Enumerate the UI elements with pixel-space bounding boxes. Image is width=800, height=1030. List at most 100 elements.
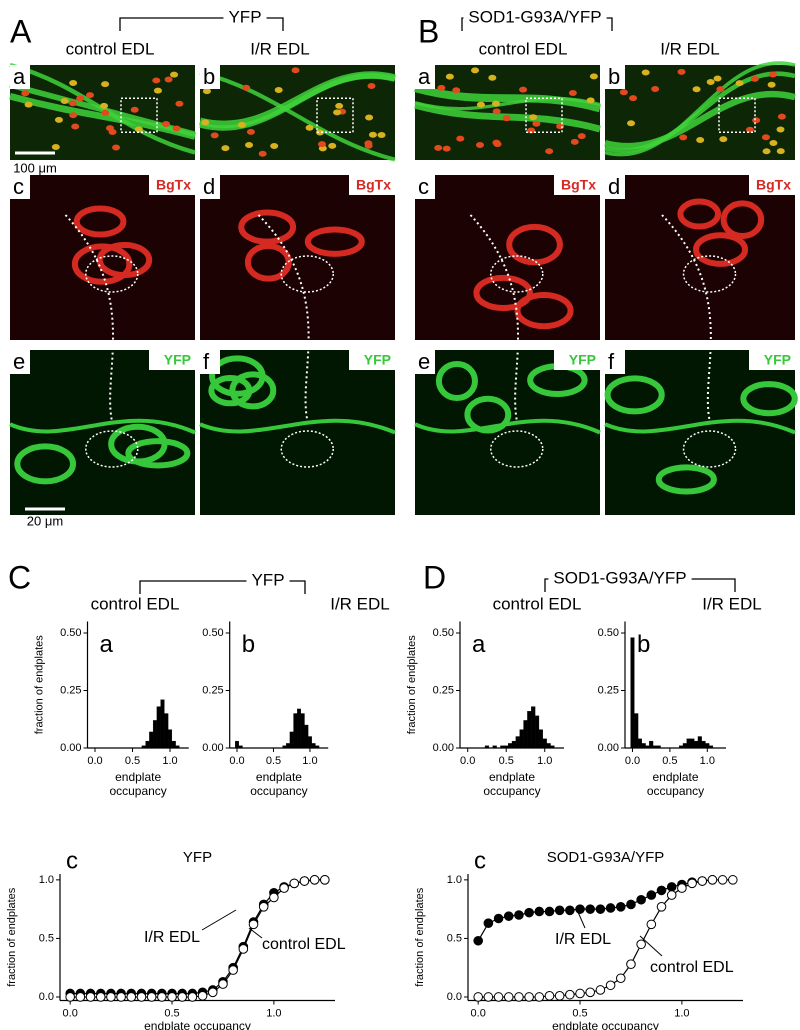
endplate [69, 79, 78, 86]
endplate [210, 132, 219, 139]
endplate [651, 85, 660, 92]
data-point [554, 905, 565, 916]
endplate [762, 148, 771, 155]
group-label: YFP [251, 570, 284, 589]
y-tick-label: 0.00 [60, 742, 81, 754]
x-tick-label: 0.5 [164, 1007, 179, 1019]
tile-letter: d [203, 174, 215, 199]
y-tick-label: 0.25 [598, 684, 619, 696]
stain-label: YFP [569, 352, 596, 368]
endplate-outline [280, 255, 334, 293]
data-point [299, 876, 310, 886]
endplate [304, 226, 365, 257]
chart-title: SOD1-G93A/YFP [547, 849, 665, 866]
data-point [575, 988, 585, 999]
series-annotation: I/R EDL [144, 929, 200, 946]
data-point [646, 919, 657, 930]
endplate [750, 75, 759, 82]
bar [164, 713, 169, 749]
bar [300, 713, 305, 749]
data-point [207, 987, 218, 998]
bracket [544, 578, 549, 592]
chart-title: YFP [183, 849, 212, 866]
data-point [126, 992, 137, 1002]
data-point [595, 904, 606, 914]
annotation-leader [248, 927, 263, 939]
endplate [577, 133, 586, 140]
endplate [100, 102, 109, 109]
endplate [570, 138, 579, 145]
annotation-leader [201, 909, 237, 931]
column-label: I/R EDL [250, 39, 310, 58]
panel-label: b [242, 631, 255, 658]
tracking-arrow [64, 214, 114, 421]
bar [701, 740, 706, 749]
endplate [377, 132, 386, 139]
stain-box [749, 175, 795, 195]
endplate [202, 88, 211, 95]
bar [297, 708, 301, 749]
endplate [328, 142, 337, 149]
endplate [71, 123, 80, 130]
endplate-outline [280, 430, 334, 468]
x-axis-label: endplate occupancy [552, 1018, 659, 1030]
bar [160, 699, 165, 749]
data-point [615, 973, 626, 984]
x-axis-label: endplate occupancy [109, 770, 167, 798]
endplate [317, 141, 326, 148]
endplate [545, 148, 554, 155]
bar [171, 740, 176, 749]
y-tick-label: 0.25 [202, 684, 223, 696]
endplate [619, 89, 628, 96]
endplate [242, 84, 251, 91]
panel-label: c [66, 847, 78, 874]
endplate [14, 443, 77, 485]
endplate [434, 144, 443, 151]
data-point [605, 980, 616, 991]
endplate [735, 80, 744, 87]
bracket [461, 17, 464, 31]
y-tick-label: 1.0 [39, 874, 54, 886]
x-tick-label: 0.0 [625, 755, 640, 767]
endplate [175, 100, 184, 107]
panel-label: b [637, 631, 650, 658]
bracket [606, 17, 613, 31]
tile-letter-box [415, 175, 435, 199]
data-point [309, 875, 320, 885]
endplate [506, 223, 563, 266]
tile-letter-box [200, 350, 220, 374]
tile-letter-box [10, 175, 30, 199]
endplate [108, 128, 117, 135]
endplate [655, 464, 717, 495]
data-point [279, 883, 289, 893]
data-point [248, 919, 259, 930]
bar [634, 713, 639, 749]
endplate [335, 102, 344, 109]
endplate [502, 115, 511, 122]
data-point [524, 907, 534, 918]
endplate [96, 241, 153, 279]
endplate [112, 144, 121, 151]
bar [515, 736, 520, 749]
stain-box [554, 175, 600, 195]
axon [9, 93, 196, 140]
endplate [493, 141, 502, 148]
data-point [565, 905, 575, 916]
bracket [266, 17, 284, 31]
data-point [218, 979, 228, 989]
data-point [483, 918, 494, 928]
data-point [666, 890, 677, 900]
endplate [627, 120, 636, 127]
endplate [365, 114, 374, 121]
data-point [289, 878, 300, 889]
bar [307, 736, 312, 749]
endplate [629, 95, 638, 102]
endplate [532, 120, 541, 127]
endplate [776, 148, 785, 155]
column-label: control EDL [493, 594, 582, 613]
series-annotation: control EDL [650, 959, 734, 976]
x-tick-label: 0.0 [460, 755, 475, 767]
bracket [289, 580, 306, 594]
bar [694, 740, 699, 749]
